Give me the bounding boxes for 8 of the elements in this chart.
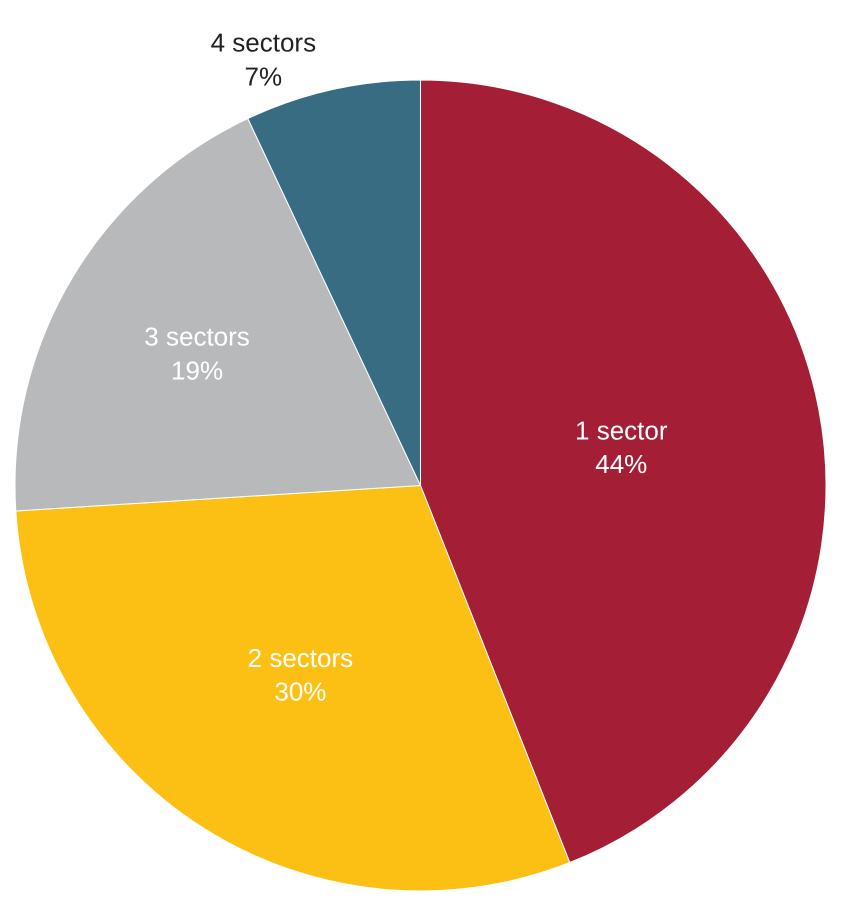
data-label: 44%: [595, 449, 648, 480]
slice-label: 1 sector: [575, 415, 668, 446]
data-label: 7%: [244, 61, 282, 92]
slice-label: 2 sectors: [248, 642, 354, 673]
data-label: 30%: [274, 676, 326, 707]
slice-label: 4 sectors: [210, 27, 316, 58]
slice-label: 3 sectors: [144, 321, 250, 352]
data-label: 19%: [171, 355, 224, 386]
